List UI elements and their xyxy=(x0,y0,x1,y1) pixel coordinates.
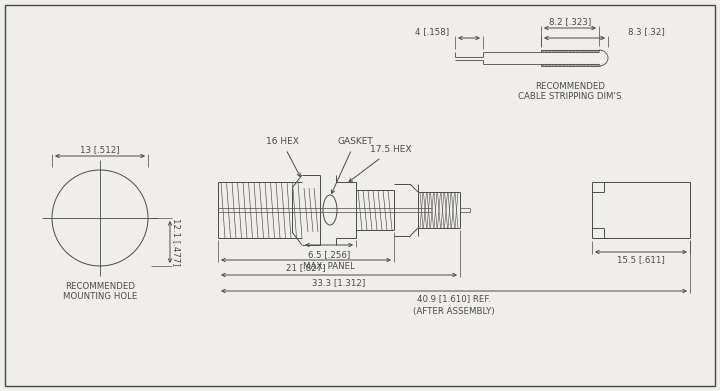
Text: CABLE STRIPPING DIM'S: CABLE STRIPPING DIM'S xyxy=(518,92,622,101)
Text: 6.5 [.256]: 6.5 [.256] xyxy=(308,251,350,260)
Text: GASKET: GASKET xyxy=(331,138,373,194)
Text: MAX. PANEL: MAX. PANEL xyxy=(303,262,355,271)
Text: RECOMMENDED: RECOMMENDED xyxy=(65,282,135,291)
Text: 13 [.512]: 13 [.512] xyxy=(80,145,120,154)
Text: 16 HEX: 16 HEX xyxy=(266,138,300,177)
Text: 15.5 [.611]: 15.5 [.611] xyxy=(617,255,665,264)
Text: 4 [.158]: 4 [.158] xyxy=(415,27,449,36)
Text: MOUNTING HOLE: MOUNTING HOLE xyxy=(63,292,138,301)
Text: 8.3 [.32]: 8.3 [.32] xyxy=(628,27,665,36)
Text: 21 [.827]: 21 [.827] xyxy=(286,264,326,273)
Text: 40.9 [1.610] REF.: 40.9 [1.610] REF. xyxy=(417,294,491,303)
Text: 12.1 [.477]: 12.1 [.477] xyxy=(171,218,181,266)
Text: 8.2 [.323]: 8.2 [.323] xyxy=(549,18,591,27)
Text: 33.3 [1.312]: 33.3 [1.312] xyxy=(312,278,366,287)
Text: (AFTER ASSEMBLY): (AFTER ASSEMBLY) xyxy=(413,307,495,316)
Text: 17.5 HEX: 17.5 HEX xyxy=(349,145,412,182)
Text: RECOMMENDED: RECOMMENDED xyxy=(535,82,605,91)
